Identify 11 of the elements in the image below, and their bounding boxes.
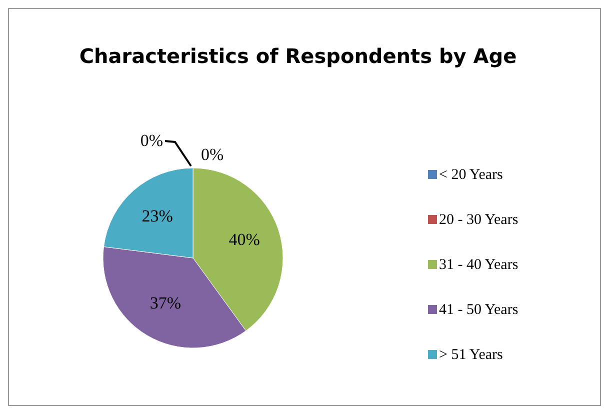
data-label: 37% bbox=[150, 293, 182, 312]
text: 0% bbox=[201, 145, 224, 164]
data-label: 23% bbox=[142, 206, 173, 226]
data-label: 40% bbox=[228, 230, 260, 250]
legend-label: 31 - 40 Years bbox=[439, 257, 518, 273]
legend-label: > 51 Years bbox=[439, 347, 504, 363]
legend-label: < 20 Years bbox=[439, 167, 504, 183]
legend-label: 41 - 50 Years bbox=[439, 302, 518, 318]
text: 0% bbox=[140, 131, 163, 150]
legend-label: 20 - 30 Years bbox=[439, 212, 518, 228]
chart-title: Characteristics of Respondents by Age bbox=[79, 44, 517, 68]
